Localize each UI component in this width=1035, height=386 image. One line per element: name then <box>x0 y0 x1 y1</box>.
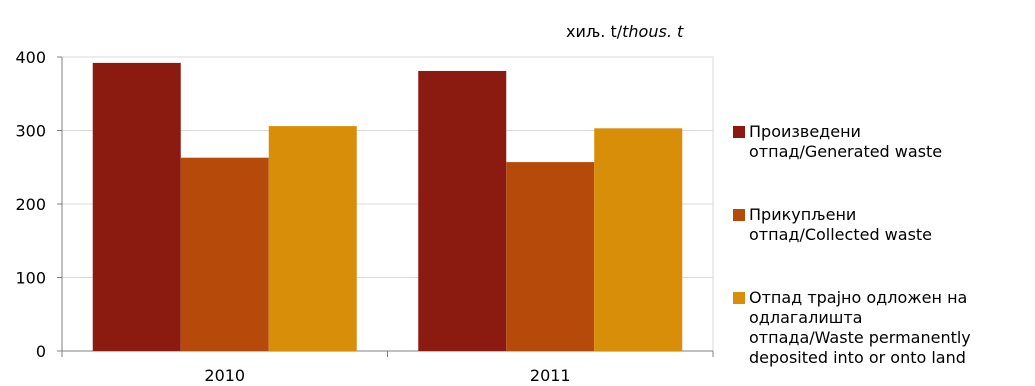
y-tick-label: 0 <box>36 342 46 361</box>
bar <box>268 126 357 351</box>
bar <box>418 70 507 351</box>
bar-chart: 0 100 200 300 400 2010 2011 <box>15 48 714 385</box>
y-tick-label: 100 <box>15 269 46 288</box>
legend-swatch-generated <box>733 126 745 138</box>
legend-label-line: deposited into or onto land <box>749 348 966 367</box>
legend-label-line: Отпад трајно одложен на <box>749 288 968 307</box>
unit-label-italic: thous. t <box>622 22 684 41</box>
legend-label-line: отпада/Waste permanently <box>749 328 971 347</box>
legend-label-line: отпад/Collected waste <box>749 225 933 244</box>
legend-label-line: одлагалишта <box>749 308 863 327</box>
y-tick-label: 300 <box>15 122 46 141</box>
bar <box>594 128 683 351</box>
legend-label-line: Произведени <box>749 122 861 141</box>
y-tick-label: 200 <box>15 195 46 214</box>
legend-swatch-collected <box>733 209 745 221</box>
legend-label-line: отпад/Generated waste <box>749 142 943 161</box>
bar <box>506 162 595 351</box>
bar <box>180 157 269 351</box>
unit-label: хиљ. t/thous. t <box>566 22 683 41</box>
unit-label-main: хиљ. t/ <box>566 22 623 41</box>
legend-label-line: Прикупљени <box>749 205 857 224</box>
x-tick-label: 2011 <box>530 366 571 385</box>
bar <box>92 62 181 351</box>
y-tick-label: 400 <box>15 48 46 67</box>
legend-swatch-deposited <box>733 292 745 304</box>
x-tick-label: 2010 <box>204 366 245 385</box>
